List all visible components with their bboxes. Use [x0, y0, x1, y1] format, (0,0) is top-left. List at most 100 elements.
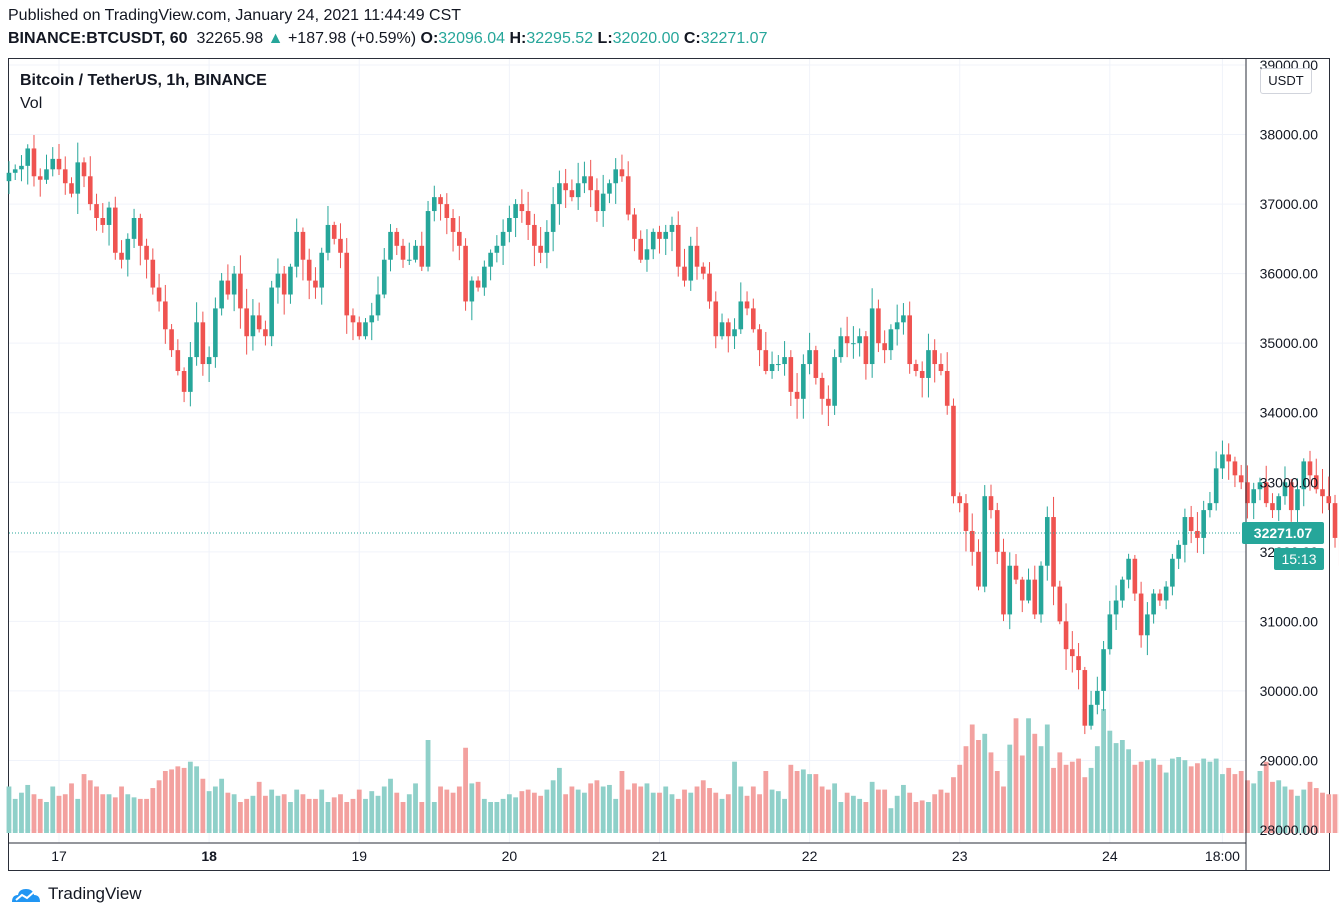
- volume-bar: [81, 774, 87, 833]
- candle-body: [707, 273, 712, 302]
- volume-bar: [1032, 733, 1038, 833]
- volume-bar: [369, 791, 375, 833]
- candle-body: [100, 218, 106, 225]
- candle-body: [1301, 461, 1307, 490]
- candle-body: [757, 329, 762, 351]
- volume-bar: [475, 781, 481, 833]
- candle-body: [657, 231, 662, 239]
- candle-body: [513, 204, 518, 218]
- volume-bar: [844, 792, 850, 833]
- candle-body: [188, 357, 193, 392]
- volume-bar: [237, 802, 243, 833]
- volume-bar: [850, 795, 856, 833]
- volume-bar: [669, 794, 675, 833]
- candle-body: [206, 357, 212, 365]
- volume-bar: [876, 789, 881, 833]
- volume-bar: [763, 771, 769, 833]
- volume-bar: [1144, 760, 1150, 833]
- candle-body: [238, 273, 243, 309]
- candle-body: [425, 211, 431, 267]
- volume-bar: [244, 798, 250, 833]
- candle-body: [300, 231, 306, 260]
- volume-bar: [825, 789, 831, 833]
- candle-body: [463, 245, 468, 302]
- candle-body: [901, 315, 906, 323]
- candle-body: [156, 287, 162, 302]
- currency-unit-badge[interactable]: USDT: [1260, 68, 1312, 94]
- candle-body: [876, 308, 881, 344]
- candle-body: [1245, 482, 1250, 504]
- volume-bar: [1082, 777, 1088, 833]
- high-label: H:: [509, 30, 527, 47]
- volume-bar: [106, 794, 112, 833]
- volume-bar: [963, 746, 969, 833]
- volume-bar: [294, 789, 300, 833]
- volume-bar: [375, 795, 381, 833]
- volume-bar: [719, 798, 725, 833]
- candle-body: [1282, 482, 1288, 497]
- volume-bar: [557, 767, 562, 833]
- volume-bar: [1163, 772, 1169, 833]
- x-tick-label: 22: [802, 848, 818, 864]
- tradingview-logo[interactable]: TradingView: [10, 884, 142, 904]
- candle-body: [575, 183, 581, 198]
- candle-body: [938, 364, 944, 371]
- volume-bar: [1132, 764, 1138, 833]
- volume-bar: [156, 780, 162, 833]
- volume-bar: [300, 794, 306, 833]
- volume-bar: [288, 802, 293, 833]
- volume-bar: [563, 794, 569, 833]
- candle-body: [144, 245, 149, 260]
- x-tick-label: 18:00: [1205, 848, 1240, 864]
- volume-bar: [732, 761, 737, 833]
- volume-bar: [757, 794, 762, 833]
- open-label: O:: [420, 30, 439, 47]
- candle-body: [119, 252, 124, 260]
- legend-vol[interactable]: Vol: [20, 95, 43, 112]
- volume-bar: [919, 800, 925, 833]
- y-tick-label: 33000.00: [1260, 474, 1319, 490]
- volume-bar: [1263, 761, 1269, 833]
- volume-bar: [707, 788, 712, 833]
- y-tick-label: 37000.00: [1260, 196, 1319, 212]
- candle-body: [1182, 517, 1188, 545]
- volume-bar: [625, 789, 631, 833]
- x-tick-label: 17: [51, 848, 67, 864]
- volume-bar: [632, 783, 637, 833]
- candle-body: [669, 224, 675, 232]
- candle-body: [1220, 454, 1225, 469]
- candle-body: [19, 165, 24, 170]
- volume-bar: [1232, 774, 1238, 833]
- candle-body: [569, 190, 575, 198]
- candle-body: [419, 245, 425, 267]
- legend-title[interactable]: Bitcoin / TetherUS, 1h, BINANCE: [20, 72, 267, 89]
- candle-body: [776, 364, 781, 366]
- volume-bar: [1295, 795, 1300, 833]
- candle-body: [482, 266, 487, 288]
- volume-bar: [112, 797, 118, 833]
- volume-bar: [838, 802, 844, 833]
- volume-bar: [1288, 789, 1294, 833]
- last-price: 32265.98: [196, 30, 264, 47]
- volume-bar: [531, 792, 537, 833]
- chart-frame[interactable]: [8, 58, 1330, 871]
- candle-body: [638, 238, 644, 260]
- candle-body: [1019, 579, 1025, 601]
- x-tick-label: 20: [502, 848, 518, 864]
- volume-bar: [1282, 786, 1288, 833]
- volume-bar: [688, 792, 694, 833]
- symbol-line: BINANCE:BTCUSDT, 60 32265.98 ▲ +187.98 (…: [8, 30, 767, 48]
- volume-bar: [857, 798, 863, 833]
- candle-body: [406, 259, 412, 261]
- volume-bar: [269, 789, 275, 833]
- volume-bar: [1019, 755, 1025, 833]
- candle-body: [457, 231, 462, 246]
- volume-bar: [513, 797, 519, 833]
- candle-body: [263, 329, 268, 337]
- candle-body: [1313, 475, 1319, 490]
- candle-body: [826, 398, 831, 406]
- candle-body: [650, 231, 656, 250]
- volume-bar: [807, 774, 812, 833]
- symbol[interactable]: BINANCE:BTCUSDT, 60: [8, 30, 188, 47]
